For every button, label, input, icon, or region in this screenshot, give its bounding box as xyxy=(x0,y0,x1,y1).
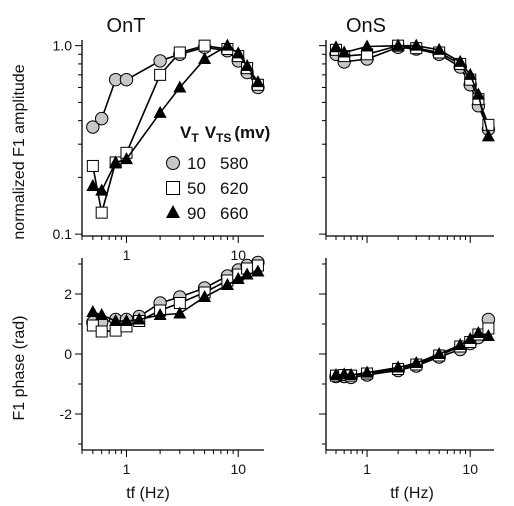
data-point-triangle xyxy=(471,87,485,100)
data-point-triangle xyxy=(432,42,446,55)
series-triangle xyxy=(86,264,265,326)
series-square xyxy=(329,39,495,131)
data-point-triangle xyxy=(409,356,423,368)
data-point-triangle xyxy=(231,46,245,59)
data-point-triangle xyxy=(109,314,123,326)
series-line xyxy=(335,44,490,126)
data-point-triangle xyxy=(251,75,265,88)
data-point-triangle xyxy=(153,105,167,118)
y-tick-label: 2 xyxy=(64,286,72,302)
x-tick-label: 1 xyxy=(363,461,371,477)
data-point-square xyxy=(86,159,99,172)
x-axis-title-left: tf (Hz) xyxy=(126,485,170,502)
panel-title-ont: OnT xyxy=(107,15,146,37)
data-point-square xyxy=(154,68,167,81)
x-tick-label: 10 xyxy=(462,461,478,477)
x-tick-label: 10 xyxy=(230,461,246,477)
legend-marker-circle xyxy=(166,156,180,170)
y-tick-label: -2 xyxy=(60,406,73,422)
y-tick-label: 0.1 xyxy=(53,226,73,242)
data-point-triangle xyxy=(86,305,100,317)
data-point-triangle xyxy=(240,267,254,280)
data-point-triangle xyxy=(95,183,109,196)
legend-vts-3: 660 xyxy=(220,204,248,223)
data-point-circle xyxy=(119,72,134,87)
x-axis-title-right: tf (Hz) xyxy=(390,485,434,502)
legend: VT VTS (mv) 10 580 50 620 90 660 xyxy=(166,123,270,223)
legend-vts-2: 620 xyxy=(220,179,248,198)
data-point-triangle xyxy=(453,338,467,350)
y-tick-label: 1.0 xyxy=(53,38,73,54)
panel-1: 1 10 0.1 1.0 xyxy=(53,38,265,263)
data-point-triangle xyxy=(95,308,109,320)
y-tick-label: 0 xyxy=(64,346,72,362)
data-point-triangle xyxy=(220,278,234,290)
legend-vt-1: 10 xyxy=(187,154,206,173)
y-axis-title-amplitude: normalized F1 amplitude xyxy=(11,64,28,239)
panel-3: 1 10 2 0 -2 xyxy=(60,255,265,477)
data-point-triangle xyxy=(391,38,405,51)
data-point-square xyxy=(198,39,211,52)
data-point-circle xyxy=(153,54,167,68)
data-point-triangle xyxy=(329,40,343,53)
legend-vt-2: 50 xyxy=(187,179,206,198)
legend-header: VT VTS (mv) xyxy=(180,123,270,145)
data-point-triangle xyxy=(251,264,265,277)
data-point-triangle xyxy=(132,312,146,325)
series-triangle xyxy=(329,38,495,142)
data-point-triangle xyxy=(337,45,351,58)
legend-vt-3: 90 xyxy=(187,204,206,223)
x-tick-label: 10 xyxy=(230,247,246,263)
data-point-triangle xyxy=(109,155,123,168)
data-point-triangle xyxy=(360,39,374,52)
data-point-triangle xyxy=(153,308,167,320)
data-point-square xyxy=(109,324,122,337)
y-axis-title-phase: F1 phase (rad) xyxy=(11,316,28,421)
data-point-triangle xyxy=(119,314,133,326)
data-point-square xyxy=(95,325,108,338)
series-square xyxy=(329,322,495,382)
data-point-triangle xyxy=(481,329,495,341)
panel-4: 1 10 xyxy=(319,258,496,477)
data-point-triangle xyxy=(240,58,254,71)
data-point-circle xyxy=(94,111,109,126)
data-point-triangle xyxy=(481,129,495,142)
legend-marker-triangle xyxy=(166,205,180,218)
data-point-circle xyxy=(86,120,100,134)
data-point-triangle xyxy=(471,326,485,338)
series-triangle xyxy=(86,38,265,196)
data-point-triangle xyxy=(463,67,477,80)
data-point-triangle xyxy=(198,290,212,302)
x-tick-label: 1 xyxy=(123,247,131,263)
data-point-triangle xyxy=(231,272,245,284)
data-point-triangle xyxy=(409,38,423,51)
data-point-triangle xyxy=(119,152,133,165)
data-point-triangle xyxy=(173,80,187,93)
series-triangle xyxy=(329,326,495,380)
panel-2 xyxy=(319,38,496,243)
legend-marker-square xyxy=(166,181,180,195)
data-point-triangle xyxy=(344,368,358,380)
data-point-triangle xyxy=(432,347,446,359)
legend-vts-1: 580 xyxy=(220,154,248,173)
data-point-square xyxy=(173,46,186,59)
x-tick-label: 1 xyxy=(123,461,131,477)
data-point-triangle xyxy=(198,51,212,64)
data-point-triangle xyxy=(173,306,187,319)
data-point-triangle xyxy=(360,365,374,378)
data-point-triangle xyxy=(391,360,405,373)
data-point-triangle xyxy=(220,38,234,51)
series-line xyxy=(335,44,490,137)
data-point-square xyxy=(95,206,108,219)
data-point-triangle xyxy=(86,179,100,192)
data-point-triangle xyxy=(453,54,467,67)
data-point-triangle xyxy=(463,332,477,344)
panel-title-ons: OnS xyxy=(346,15,386,37)
